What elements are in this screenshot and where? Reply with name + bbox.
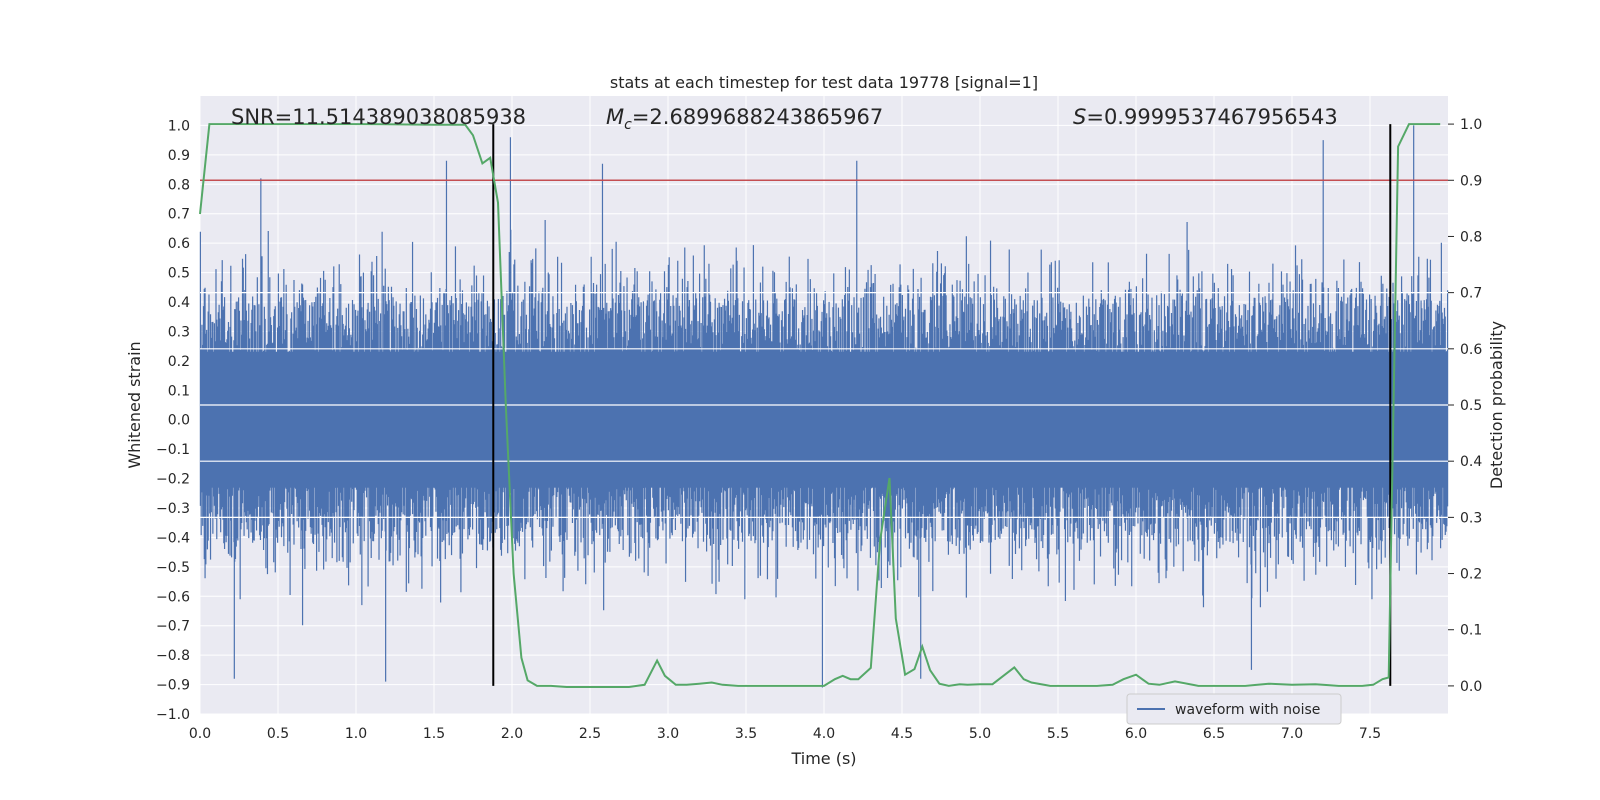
x-tick-label: 0.0: [189, 726, 211, 742]
x-tick-label: 4.5: [891, 726, 913, 742]
x-tick-label: 7.0: [1281, 726, 1303, 742]
legend: waveform with noise: [1126, 693, 1342, 725]
y-left-tick-label: −0.4: [156, 530, 190, 546]
y-left-tick-label: −0.7: [156, 619, 190, 635]
x-tick-label: 2.0: [501, 726, 523, 742]
y-right-axis-label: Detection probability: [1487, 321, 1506, 489]
overlays: [199, 123, 1448, 688]
x-tick-label: 5.5: [1047, 726, 1069, 742]
y-left-tick-label: 0.7: [168, 207, 190, 223]
y-left-tick-label: 0.0: [168, 413, 190, 429]
y-right-tick-label: 0.4: [1460, 454, 1482, 470]
x-tick-label: 6.0: [1125, 726, 1147, 742]
x-tick-label: 3.5: [735, 726, 757, 742]
x-tick-label: 1.5: [423, 726, 445, 742]
y-left-tick-label: 0.4: [168, 295, 190, 311]
chirp-mass-symbol: M: [606, 105, 624, 129]
y-right-tick-label: 0.1: [1460, 623, 1482, 639]
x-tick-label: 4.0: [813, 726, 835, 742]
y-left-tick-label: −0.1: [156, 442, 190, 458]
x-tick-label: 6.5: [1203, 726, 1225, 742]
y-left-tick-label: 1.0: [168, 118, 190, 134]
y-right-tick-label: 0.3: [1460, 510, 1482, 526]
score-stat: S=0.9999537467956543: [1073, 105, 1338, 129]
chirp-mass-stat: Mc=2.6899688243865967: [606, 105, 883, 133]
chart-title: stats at each timestep for test data 197…: [610, 73, 1038, 92]
y-left-axis-label: Whitened strain: [125, 341, 144, 468]
y-left-tick-label: 0.2: [168, 354, 190, 370]
y-right-tick-label: 0.8: [1460, 229, 1482, 245]
score-value: =0.9999537467956543: [1086, 105, 1337, 129]
y-right-tick-label: 1.0: [1460, 117, 1482, 133]
x-tick-label: 0.5: [267, 726, 289, 742]
probability-line: [199, 123, 1441, 688]
x-tick-label: 1.0: [345, 726, 367, 742]
snr-stat: SNR=11.514389038085938: [231, 105, 526, 129]
waveform-core-band: [200, 351, 1448, 488]
score-symbol: S: [1073, 105, 1086, 129]
chirp-mass-value: =2.6899688243865967: [632, 105, 883, 129]
y-left-axis-ticks: −1.0 −0.9 −0.8 −0.7 −0.6 −0.5 −0.4 −0.3 −0.2 −0.1…: [156, 118, 190, 723]
y-left-tick-label: −0.5: [156, 560, 190, 576]
x-tick-label: 5.0: [969, 726, 991, 742]
waveform-series: [199, 125, 1449, 688]
x-axis-label: Time (s): [790, 749, 856, 768]
y-right-tick-label: 0.0: [1460, 679, 1482, 695]
y-right-tick-label: 0.2: [1460, 567, 1482, 583]
y-right-tick-label: 0.6: [1460, 342, 1482, 358]
y-left-tick-label: −0.3: [156, 501, 190, 517]
y-left-tick-label: −0.2: [156, 472, 190, 488]
x-tick-label: 3.0: [657, 726, 679, 742]
x-axis-ticks: 0.0 0.5 1.0 1.5 2.0 2.5 3.0 3.5 4.0 4.5 5.0 5.5 6.0 6…: [189, 726, 1381, 742]
y-right-tick-label: 0.7: [1460, 286, 1482, 302]
chirp-mass-subscript: c: [624, 117, 632, 133]
y-left-tick-label: −0.6: [156, 589, 190, 605]
y-left-tick-label: −1.0: [156, 707, 190, 723]
x-tick-label: 2.5: [579, 726, 601, 742]
y-right-tick-label: 0.5: [1460, 398, 1482, 414]
y-right-axis-ticks: 0.0 0.1 0.2 0.3 0.4 0.5 0.6 0.7 0.8 0.9 1.0: [1448, 117, 1482, 695]
x-tick-label: 7.5: [1359, 726, 1381, 742]
y-left-tick-label: −0.8: [156, 648, 190, 664]
legend-label: waveform with noise: [1175, 702, 1320, 718]
y-left-tick-label: 0.3: [168, 324, 190, 340]
legend-box: [1126, 693, 1342, 725]
y-left-tick-label: 0.6: [168, 236, 190, 252]
y-left-tick-label: 0.5: [168, 266, 190, 282]
y-left-tick-label: 0.1: [168, 383, 190, 399]
y-right-tick-label: 0.9: [1460, 173, 1482, 189]
y-left-tick-label: 0.8: [168, 177, 190, 193]
y-left-tick-label: −0.9: [156, 678, 190, 694]
y-left-tick-label: 0.9: [168, 148, 190, 164]
